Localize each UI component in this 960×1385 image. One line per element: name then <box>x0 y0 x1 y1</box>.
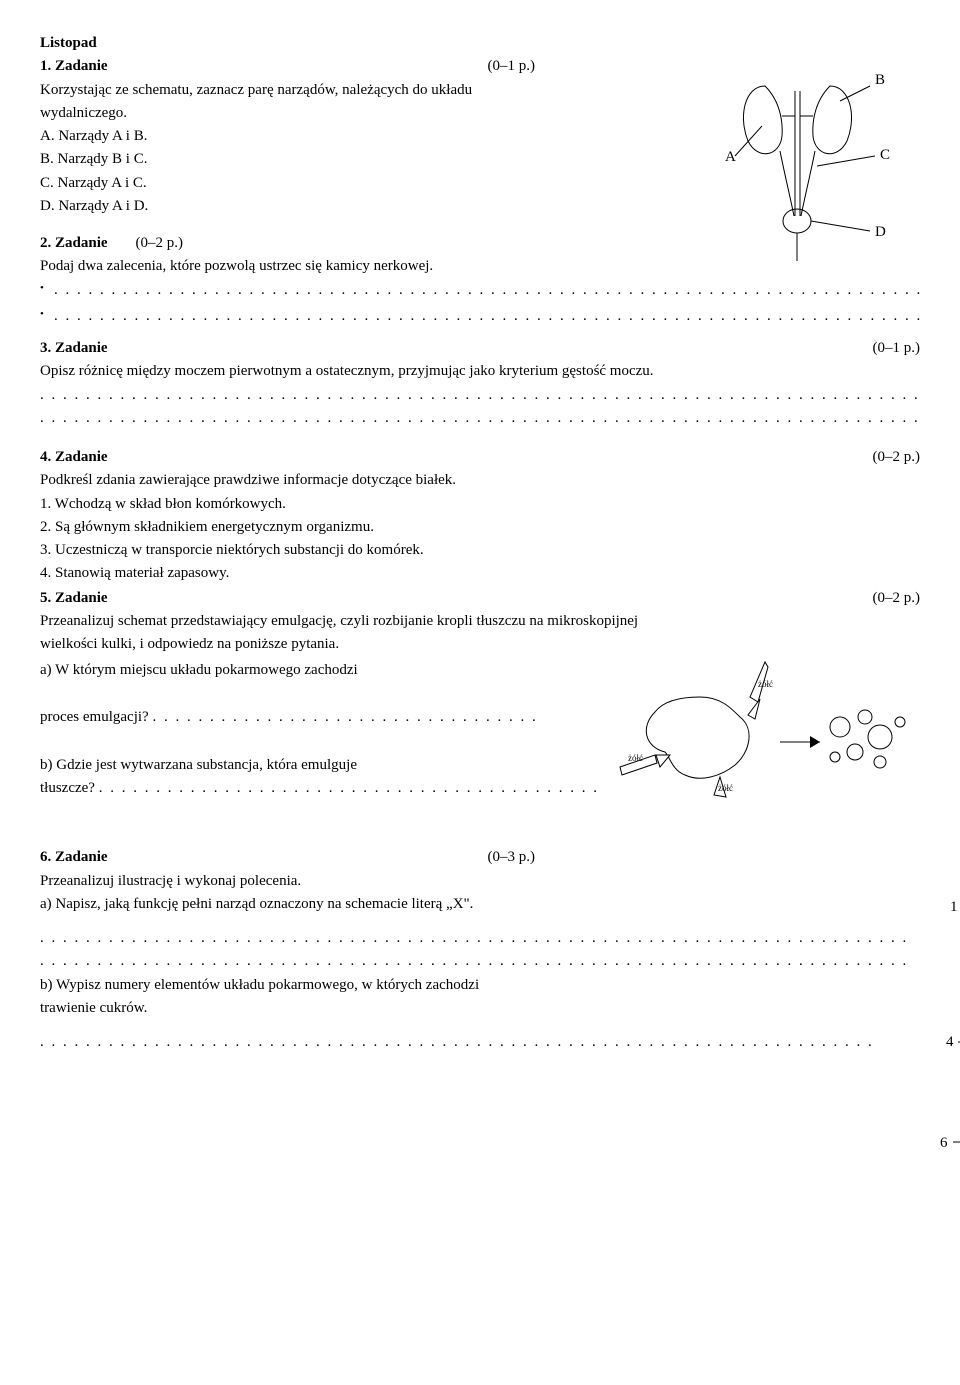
q3-points: (0–1 p.) <box>873 338 921 358</box>
q5-prompt-l2: wielkości kulki, i odpowiedz na poniższe… <box>40 634 920 654</box>
q1-option-c: C. Narządy A i C. <box>40 173 690 193</box>
q5-points: (0–2 p.) <box>873 588 921 608</box>
q5-a: a) W którym miejscu układu pokarmowego z… <box>40 660 610 680</box>
digestive-label-6: 6 <box>940 1135 948 1151</box>
q6-a-answer-2[interactable]: . . . . . . . . . . . . . . . . . . . . … <box>40 951 908 971</box>
q6-b-l1: b) Wypisz numery elementów układu pokarm… <box>40 975 908 995</box>
q1-option-b: B. Narządy B i C. <box>40 149 690 169</box>
q2-prompt: Podaj dwa zalecenia, które pozwolą ustrz… <box>40 256 690 276</box>
q2-points: (0–2 p.) <box>136 233 184 253</box>
q4-s1: 1. Wchodzą w skład błon komórkowych. <box>40 494 920 514</box>
q4-points: (0–2 p.) <box>873 447 921 467</box>
q2-answer-line-1[interactable]: . . . . . . . . . . . . . . . . . . . . … <box>54 280 920 300</box>
q5-b-cont: tłuszcze? <box>40 780 95 796</box>
q6-a-answer-1[interactable]: . . . . . . . . . . . . . . . . . . . . … <box>40 928 908 948</box>
q1-option-d: D. Narządy A i D. <box>40 196 690 216</box>
q4-s3: 3. Uczestniczą w transporcie niektórych … <box>40 540 920 560</box>
bile-label-left: żółć <box>628 753 643 763</box>
digestive-label-1: 1 <box>950 899 958 915</box>
q6-points: (0–3 p.) <box>488 847 536 867</box>
digestive-label-4: 4 <box>946 1034 954 1050</box>
emulsification-diagram: żółć żółć żółć <box>610 657 920 827</box>
month-header: Listopad <box>40 33 920 53</box>
kidney-label-d: D <box>875 224 886 240</box>
q6-a: a) Napisz, jaką funkcję pełni narząd ozn… <box>40 894 908 914</box>
q1-points: (0–1 p.) <box>488 56 536 76</box>
q4-title: 4. Zadanie <box>40 447 108 467</box>
q6-b-l2: trawienie cukrów. <box>40 998 908 1018</box>
q5-b: b) Gdzie jest wytwarzana substancja, któ… <box>40 755 610 775</box>
kidney-diagram: A B C D <box>690 56 920 266</box>
q3-prompt: Opisz różnicę między moczem pierwotnym a… <box>40 361 920 381</box>
q1-prompt-line2: wydalniczego. <box>40 103 690 123</box>
q4-s2: 2. Są głównym składnikiem energetycznym … <box>40 517 920 537</box>
q3-title: 3. Zadanie <box>40 338 108 358</box>
kidney-label-b: B <box>875 72 885 88</box>
q4-s4: 4. Stanowią materiał zapasowy. <box>40 563 920 583</box>
bullet-icon: • <box>40 280 54 296</box>
q1-option-a: A. Narządy A i B. <box>40 126 690 146</box>
q2-title: 2. Zadanie <box>40 233 108 253</box>
q2-answer-line-2[interactable]: . . . . . . . . . . . . . . . . . . . . … <box>54 306 920 326</box>
q4-prompt: Podkreśl zdania zawierające prawdziwe in… <box>40 470 920 490</box>
bile-label-top: żółć <box>758 679 773 689</box>
q3-answer-line-2[interactable]: . . . . . . . . . . . . . . . . . . . . … <box>40 408 920 428</box>
digestive-system-diagram: 1 2 3 4 X 5 6 <box>908 847 960 1167</box>
q6-b-answer[interactable]: . . . . . . . . . . . . . . . . . . . . … <box>40 1032 908 1052</box>
bile-label-mid: żółć <box>718 783 733 793</box>
q6-prompt: Przeanalizuj ilustrację i wykonaj polece… <box>40 871 908 891</box>
q5-a-cont: proces emulgacji? <box>40 709 149 725</box>
q6-title: 6. Zadanie <box>40 847 108 867</box>
kidney-label-a: A <box>725 149 736 165</box>
q1-title: 1. Zadanie <box>40 56 108 76</box>
q5-prompt-l1: Przeanalizuj schemat przedstawiający emu… <box>40 611 920 631</box>
q5-title: 5. Zadanie <box>40 588 108 608</box>
bullet-icon: • <box>40 306 54 322</box>
q3-answer-line-1[interactable]: . . . . . . . . . . . . . . . . . . . . … <box>40 385 920 405</box>
q1-prompt-line1: Korzystając ze schematu, zaznacz parę na… <box>40 80 690 100</box>
q5-b-answer[interactable]: . . . . . . . . . . . . . . . . . . . . … <box>99 780 599 796</box>
kidney-label-c: C <box>880 147 890 163</box>
q5-a-answer[interactable]: . . . . . . . . . . . . . . . . . . . . … <box>152 709 537 725</box>
